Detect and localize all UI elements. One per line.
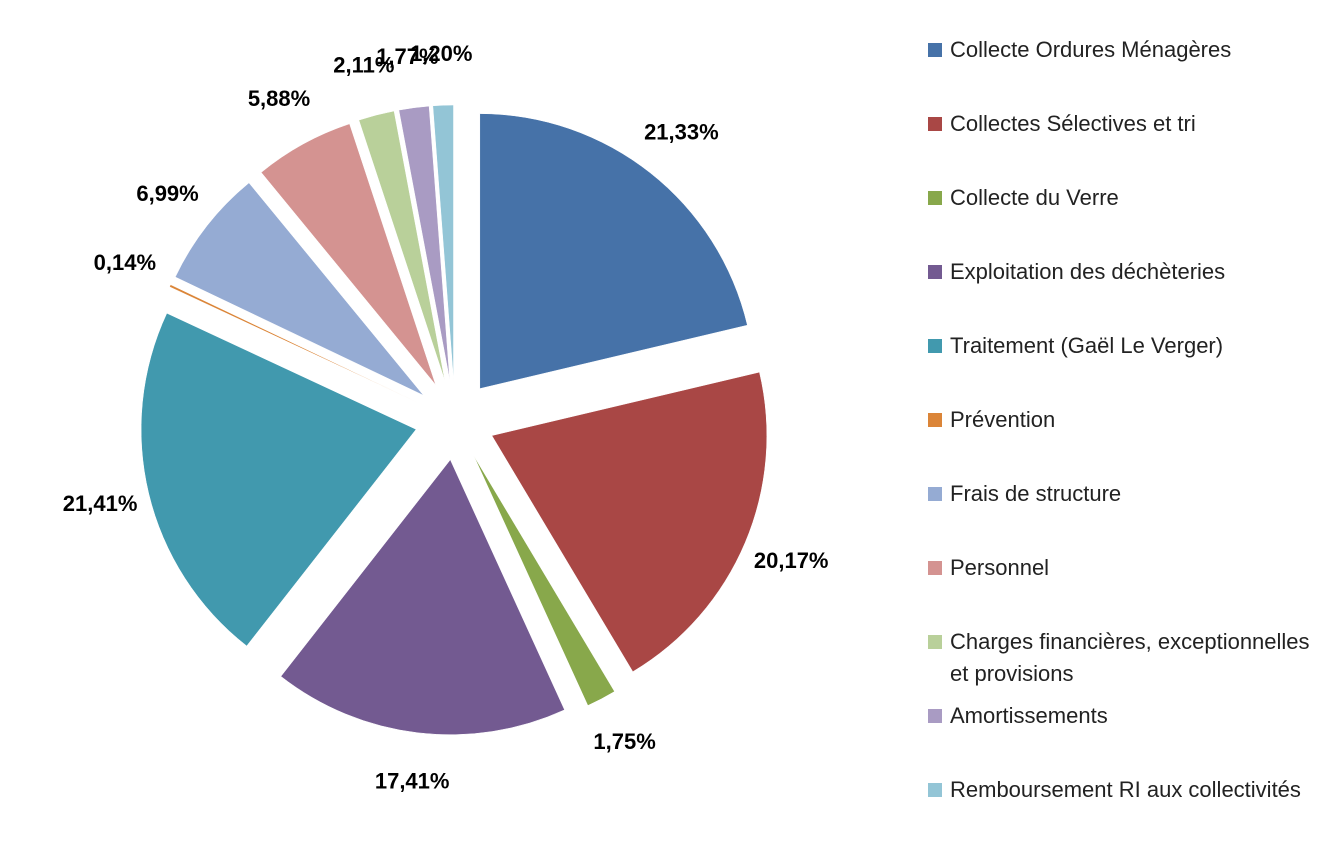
data-label: 2,11% (333, 52, 394, 77)
legend-label: Traitement (Gaël Le Verger) (950, 333, 1224, 358)
legend-swatch (928, 561, 942, 575)
legend-swatch (928, 635, 942, 649)
legend-label: Exploitation des déchèteries (950, 259, 1226, 284)
data-label: 1,20% (410, 41, 472, 66)
pie-slice (398, 105, 451, 381)
pie-slice (260, 123, 436, 386)
pie-slice (491, 371, 768, 673)
data-label: 0,14% (94, 250, 156, 275)
pie-slice (432, 104, 454, 381)
legend-item: Remboursement RI aux collectivités (928, 774, 1318, 841)
legend-swatch (928, 413, 942, 427)
data-label: 1,75% (593, 729, 655, 754)
data-label: 21,33% (644, 119, 719, 144)
legend-label: Frais de structure (950, 481, 1122, 506)
legend-item: Frais de structure (928, 478, 1318, 552)
legend-item: Amortissements (928, 700, 1318, 774)
legend-swatch (928, 783, 942, 797)
pie-slice (473, 455, 615, 706)
pie-slice (358, 110, 446, 382)
legend-swatch (928, 709, 942, 723)
data-label: 17,41% (375, 768, 450, 793)
legend-label: Prévention (950, 407, 1056, 432)
data-label: 1,77% (376, 44, 438, 69)
legend-item: Collecte Ordures Ménagères (928, 34, 1318, 108)
pie-slice (280, 459, 565, 735)
legend-label: Collectes Sélectives et tri (950, 111, 1196, 136)
legend-swatch (928, 43, 942, 57)
pie-slice (140, 312, 417, 647)
legend-label: Collecte Ordures Ménagères (950, 37, 1232, 62)
legend-label: Remboursement RI aux collectivités (950, 777, 1301, 802)
legend-swatch (928, 339, 942, 353)
legend-item: Prévention (928, 404, 1318, 478)
legend: Collecte Ordures Ménagères Collectes Séle… (928, 34, 1318, 841)
legend-item: Charges financières, exceptionnelles et … (928, 626, 1318, 700)
data-label: 21,41% (63, 491, 138, 516)
legend-swatch (928, 487, 942, 501)
legend-item: Collectes Sélectives et tri (928, 108, 1318, 182)
legend-swatch (928, 265, 942, 279)
legend-item: Collecte du Verre (928, 182, 1318, 256)
legend-label: Amortissements (950, 703, 1108, 728)
legend-swatch (928, 117, 942, 131)
pie-slice (169, 284, 419, 404)
legend-label: Charges financières, exceptionnelles et … (950, 629, 1310, 686)
legend-label: Personnel (950, 555, 1050, 580)
pie-slice (174, 182, 424, 396)
data-label: 20,17% (754, 548, 829, 573)
data-label: 6,99% (136, 181, 198, 206)
legend-label: Collecte du Verre (950, 185, 1119, 210)
legend-item: Traitement (Gaël Le Verger) (928, 330, 1318, 404)
legend-item: Personnel (928, 552, 1318, 626)
pie-area: 21,33% 20,17% 1,75% 17,41% 21,41% 0,14% 6,99% 5… (63, 41, 829, 793)
legend-swatch (928, 191, 942, 205)
pie-slice (479, 113, 748, 389)
legend-item: Exploitation des déchèteries (928, 256, 1318, 330)
data-label: 5,88% (248, 86, 310, 111)
